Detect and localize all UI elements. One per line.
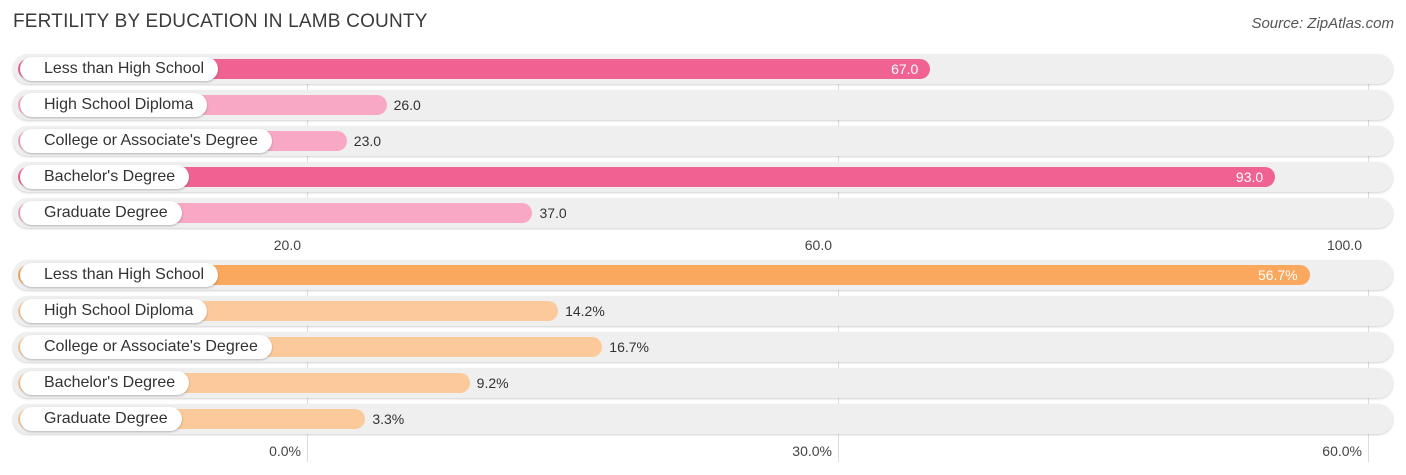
bar-graduate-degree[interactable] (18, 203, 533, 223)
category-label: Less than High School (20, 57, 219, 81)
row-background-less-than-high-school (13, 54, 1393, 84)
category-label: Bachelor's Degree (20, 165, 190, 189)
bar-high-school-diploma[interactable] (18, 95, 387, 115)
bar-bachelor-s-degree[interactable] (18, 167, 1276, 187)
value-label: 14.2% (565, 303, 605, 319)
value-label: 67.0 (891, 61, 919, 77)
category-label: High School Diploma (20, 299, 208, 323)
row-background-high-school-diploma (13, 90, 1393, 120)
gridline (307, 54, 308, 228)
bar-bachelor-s-degree[interactable] (18, 373, 470, 393)
category-label: Bachelor's Degree (20, 371, 190, 395)
category-label: Graduate Degree (20, 201, 182, 225)
row-background-graduate-degree (13, 404, 1393, 434)
category-label: College or Associate's Degree (20, 129, 272, 153)
x-tick-label: 100.0 (1326, 237, 1362, 253)
gridline (838, 54, 839, 228)
x-tick-label: 30.0% (792, 443, 832, 459)
gridline (1368, 54, 1369, 228)
bar-high-school-diploma[interactable] (18, 301, 559, 321)
row-background-graduate-degree (13, 198, 1393, 228)
value-label: 9.2% (476, 375, 509, 391)
bar-college-or-associate-s-degree[interactable] (18, 337, 603, 357)
row-background-college-or-associate-s-degree (13, 126, 1393, 156)
row-background-high-school-diploma (13, 296, 1393, 326)
source-note: Source: ZipAtlas.com (1251, 15, 1394, 32)
bar-less-than-high-school[interactable] (18, 59, 931, 79)
category-label: Less than High School (20, 263, 219, 287)
category-label: Graduate Degree (20, 407, 182, 431)
row-background-bachelor-s-degree (13, 368, 1393, 398)
gridline (838, 260, 839, 462)
row-background-bachelor-s-degree (13, 162, 1393, 192)
category-label: High School Diploma (20, 93, 208, 117)
bar-graduate-degree[interactable] (18, 409, 366, 429)
x-tick-label: 60.0 (804, 237, 832, 253)
value-label: 37.0 (539, 205, 567, 221)
value-label: 23.0 (353, 133, 382, 149)
bar-less-than-high-school[interactable] (18, 265, 1310, 285)
gridline (1368, 260, 1369, 462)
row-background-less-than-high-school (13, 260, 1393, 290)
category-label: College or Associate's Degree (20, 335, 272, 359)
value-label: 56.7% (1257, 267, 1298, 283)
value-label: 3.3% (372, 411, 405, 427)
chart-title: FERTILITY BY EDUCATION IN LAMB COUNTY (13, 11, 428, 32)
value-label: 93.0 (1235, 169, 1264, 185)
row-background-college-or-associate-s-degree (13, 332, 1393, 362)
x-tick-label: 20.0 (273, 237, 301, 253)
x-tick-label: 0.0% (269, 443, 301, 459)
value-label: 16.7% (609, 339, 649, 355)
value-label: 26.0 (393, 97, 421, 113)
bar-college-or-associate-s-degree[interactable] (18, 131, 347, 151)
x-tick-label: 60.0% (1322, 443, 1362, 459)
gridline (307, 260, 308, 462)
